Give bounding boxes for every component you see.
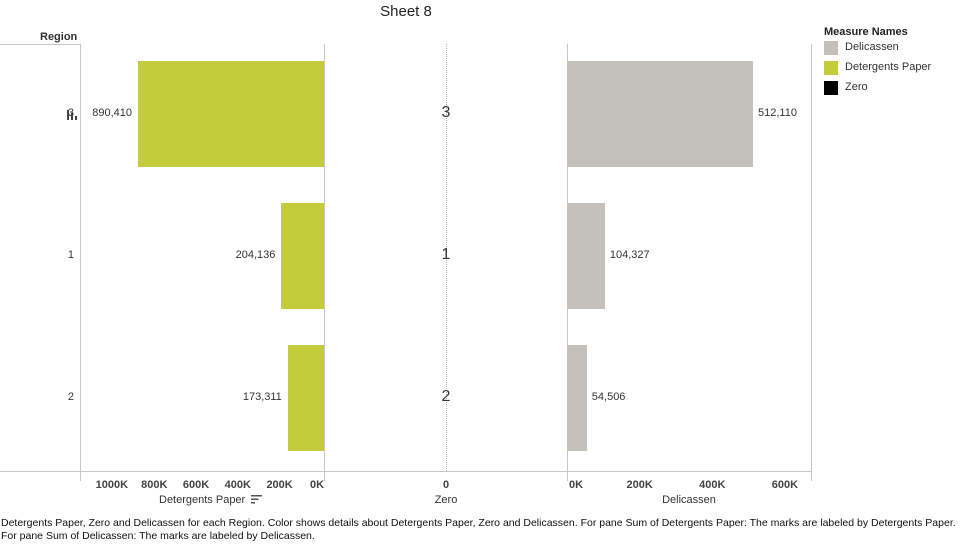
chart-title: Sheet 8 bbox=[380, 3, 432, 20]
sort-descending-icon[interactable] bbox=[251, 494, 263, 504]
legend-swatch bbox=[824, 41, 838, 55]
detergents-paper-value-label: 204,136 bbox=[235, 249, 276, 261]
legend-label: Detergents Paper bbox=[845, 61, 932, 73]
delicassen-value-label: 512,110 bbox=[758, 107, 797, 119]
legend-label: Zero bbox=[845, 81, 868, 93]
region-label[interactable]: 2 bbox=[67, 391, 74, 403]
detergents-axis-title[interactable]: Detergents Paper bbox=[159, 494, 246, 506]
detergents-axis-tick: 200K bbox=[266, 479, 293, 491]
delicassen-bar[interactable] bbox=[567, 203, 605, 309]
detergents-axis-tick: 1000K bbox=[95, 479, 129, 491]
legend-swatch bbox=[824, 81, 838, 95]
detergents-paper-bar[interactable] bbox=[281, 203, 324, 309]
detergents-axis-tick: 400K bbox=[224, 479, 251, 491]
zero-axis-tick: 0 bbox=[442, 479, 450, 491]
pane-border-right bbox=[811, 44, 812, 481]
row-header-region[interactable]: Region bbox=[40, 31, 78, 43]
delicassen-axis-tick: 400K bbox=[699, 479, 726, 491]
delicassen-axis-tick: 600K bbox=[771, 479, 799, 491]
legend-swatch bbox=[824, 61, 838, 75]
region-label[interactable]: 1 bbox=[67, 249, 74, 261]
zero-value-label: 2 bbox=[441, 388, 451, 405]
legend-label: Delicassen bbox=[845, 41, 899, 53]
delicassen-axis-tick: 0K bbox=[569, 479, 584, 491]
axis-baseline bbox=[0, 471, 812, 472]
detergents-paper-bar[interactable] bbox=[287, 345, 324, 451]
detergents-paper-value-label: 173,311 bbox=[242, 391, 282, 403]
chart-caption: Detergents Paper, Zero and Delicassen fo… bbox=[1, 517, 956, 542]
detergents-paper-value-label: 890,410 bbox=[92, 107, 132, 119]
legend-title: Measure Names bbox=[824, 26, 908, 38]
detergents-axis-tick: 600K bbox=[182, 479, 210, 491]
zero-axis-line bbox=[446, 44, 447, 471]
zero-value-label: 3 bbox=[441, 104, 451, 121]
zero-axis-title[interactable]: Zero bbox=[434, 494, 458, 506]
delicassen-bar[interactable] bbox=[567, 345, 587, 451]
pane-border-left bbox=[80, 44, 81, 481]
delicassen-axis-tick: 200K bbox=[626, 479, 653, 491]
delicassen-value-label: 54,506 bbox=[591, 391, 626, 403]
header-divider bbox=[0, 44, 81, 45]
region-label[interactable]: 3 bbox=[67, 107, 74, 119]
delicassen-bar[interactable] bbox=[567, 61, 753, 167]
delicassen-axis-title[interactable]: Delicassen bbox=[662, 494, 716, 506]
bar-sort-icon[interactable] bbox=[66, 109, 78, 121]
delicassen-value-label: 104,327 bbox=[609, 249, 650, 261]
detergents-axis-tick: 800K bbox=[141, 479, 168, 491]
pane-border-detergents bbox=[324, 44, 325, 481]
detergents-paper-bar[interactable] bbox=[138, 61, 324, 167]
detergents-axis-tick: 0K bbox=[310, 479, 325, 491]
zero-value-label: 1 bbox=[441, 246, 451, 263]
